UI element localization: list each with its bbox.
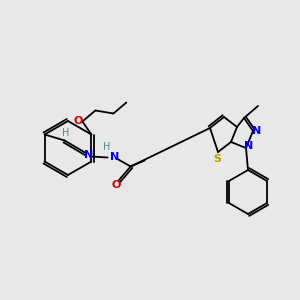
Text: N: N <box>110 152 119 161</box>
Text: O: O <box>74 116 83 125</box>
Text: S: S <box>213 154 221 164</box>
Text: N: N <box>84 151 93 160</box>
Text: O: O <box>112 181 121 190</box>
Text: H: H <box>62 128 69 137</box>
Text: H: H <box>103 142 110 152</box>
Text: N: N <box>252 126 262 136</box>
Text: N: N <box>244 141 253 151</box>
